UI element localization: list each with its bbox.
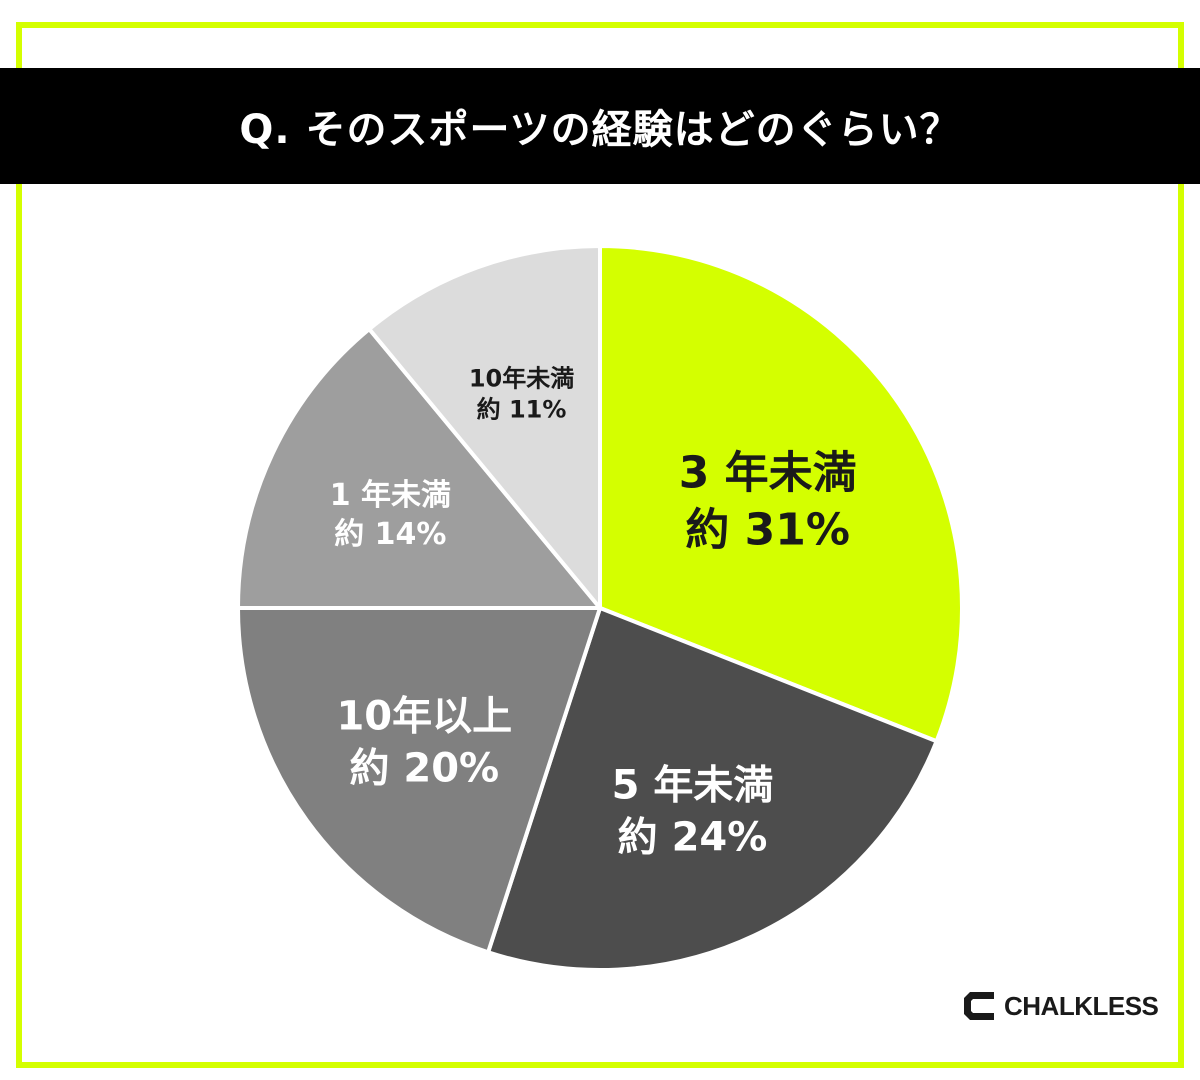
slice-value-label-4: 約 14% [334, 517, 446, 552]
slice-value-label-2: 約 24% [618, 815, 768, 861]
pie-slices [236, 244, 964, 972]
brand-name: CHALKLESS [1004, 990, 1159, 1021]
chart-frame [16, 22, 1184, 1068]
slice-label-4: 1 年未満 [330, 478, 451, 513]
slice-label-1: 3 年未満 [679, 447, 857, 498]
slice-value-label-5: 約 11% [477, 396, 567, 424]
slice-label-5: 10年未満 [469, 364, 574, 392]
slice-label-2: 5 年未満 [612, 763, 774, 809]
chart-title: Q. そのスポーツの経験はどのぐらい？ [239, 107, 961, 153]
pie-slice-5 [367, 244, 602, 610]
brand-logo: CHALKLESS [958, 986, 1159, 1026]
title-bar: Q. そのスポーツの経験はどのぐらい？ [0, 68, 1200, 184]
slice-value-label-1: 約 31% [685, 505, 850, 556]
chalkless-logo-icon [964, 992, 994, 1020]
pie-slice-1 [598, 244, 964, 744]
pie-slice-4 [236, 327, 602, 610]
pie-slice-2 [486, 606, 939, 972]
slice-label-3: 10年以上 [336, 694, 512, 740]
slice-value-label-3: 約 20% [349, 746, 499, 792]
pie-slice-3 [236, 606, 602, 955]
